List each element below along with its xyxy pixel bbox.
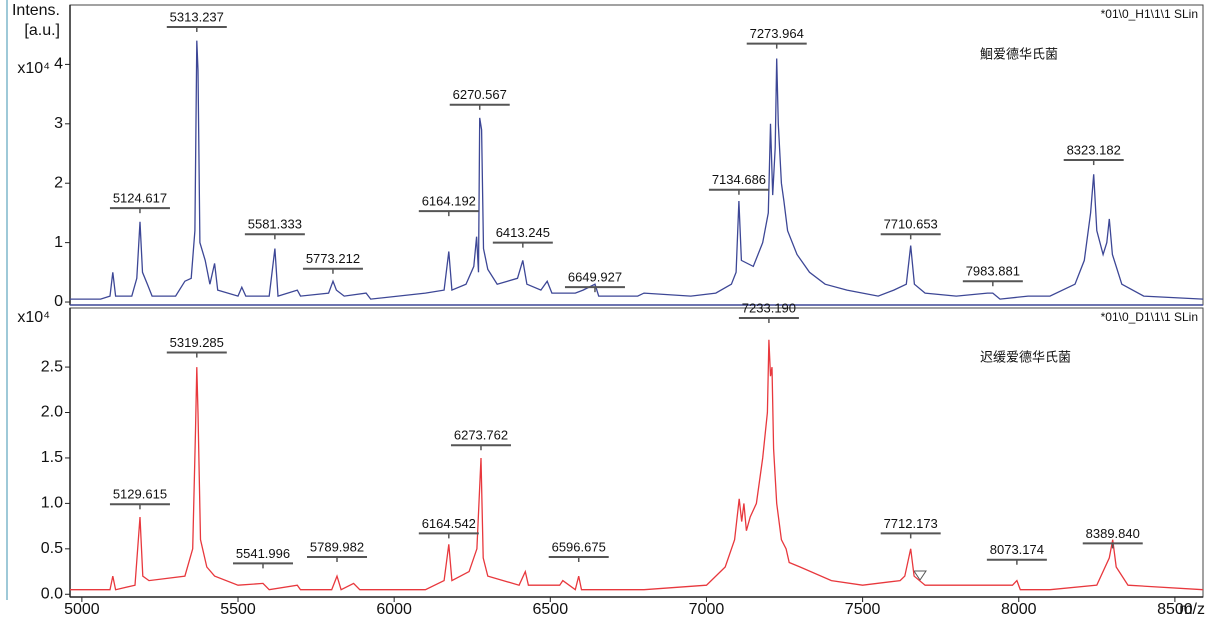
- peak-label: 6164.542: [422, 516, 476, 531]
- peak-label: 7134.686: [712, 172, 766, 187]
- x-tick-label: 8000: [1001, 601, 1037, 618]
- y-tick-label: 1: [54, 234, 63, 251]
- y-tick-label: 0: [54, 293, 63, 310]
- x-tick-label: 6000: [376, 601, 412, 618]
- peak-label: 5541.996: [236, 546, 290, 561]
- x-tick-label: 6500: [533, 601, 569, 618]
- peak-label: 5789.982: [310, 539, 364, 554]
- peak-label: 7712.173: [884, 516, 938, 531]
- x-tick-label: 7000: [689, 601, 725, 618]
- x-tick-label: 5500: [220, 601, 256, 618]
- y-multiplier: x10⁴: [17, 60, 50, 77]
- peak-label: 8323.182: [1067, 142, 1121, 157]
- run-id: *01\0_H1\1\1 SLin: [1101, 7, 1198, 21]
- peak-label: 7233.190: [742, 300, 796, 315]
- peak-label: 6596.675: [552, 539, 606, 554]
- x-axis-label: m/z: [1179, 601, 1205, 618]
- peak-label: 6273.762: [454, 428, 508, 443]
- peak-label: 5313.237: [170, 9, 224, 24]
- spectrum-line: [70, 339, 1204, 591]
- y-tick-label: 1.5: [41, 449, 63, 466]
- peak-label: 6270.567: [453, 87, 507, 102]
- sample-name: 迟缓爱德华氏菌: [980, 349, 1071, 364]
- y-tick-label: 3: [54, 115, 63, 132]
- peak-label: 7710.653: [884, 217, 938, 232]
- marker-triangle: [913, 570, 927, 581]
- y-tick-label: 2.0: [41, 404, 63, 421]
- peak-label: 6164.192: [422, 194, 476, 209]
- peak-label: 7983.881: [966, 264, 1020, 279]
- y-tick-label: 2.5: [41, 358, 63, 375]
- peak-label: 5581.333: [248, 217, 302, 232]
- y-axis-label: [a.u.]: [24, 22, 60, 39]
- run-id: *01\0_D1\1\1 SLin: [1101, 310, 1198, 324]
- spectrum-line: [70, 40, 1204, 300]
- peak-label: 8073.174: [990, 542, 1044, 557]
- y-axis-label: Intens.: [12, 2, 60, 19]
- y-tick-label: 0.5: [41, 540, 63, 557]
- peak-label: 8389.840: [1086, 526, 1140, 541]
- peak-label: 5319.285: [170, 335, 224, 350]
- x-tick-label: 8500: [1157, 601, 1193, 618]
- x-tick-label: 5000: [64, 601, 100, 618]
- y-tick-label: 1.0: [41, 495, 63, 512]
- peak-label: 5129.615: [113, 487, 167, 502]
- peak-label: 5773.212: [306, 251, 360, 266]
- sample-name: 鮰爱德华氏菌: [980, 46, 1058, 61]
- peak-label: 5124.617: [113, 191, 167, 206]
- peak-label: 6413.245: [496, 225, 550, 240]
- x-tick-label: 7500: [845, 601, 881, 618]
- y-tick-label: 0.0: [41, 585, 63, 602]
- peak-label: 6649.927: [568, 270, 622, 285]
- peak-label: 7273.964: [750, 26, 804, 41]
- y-tick-label: 4: [54, 56, 63, 73]
- y-tick-label: 2: [54, 174, 63, 191]
- y-multiplier: x10⁴: [17, 309, 50, 326]
